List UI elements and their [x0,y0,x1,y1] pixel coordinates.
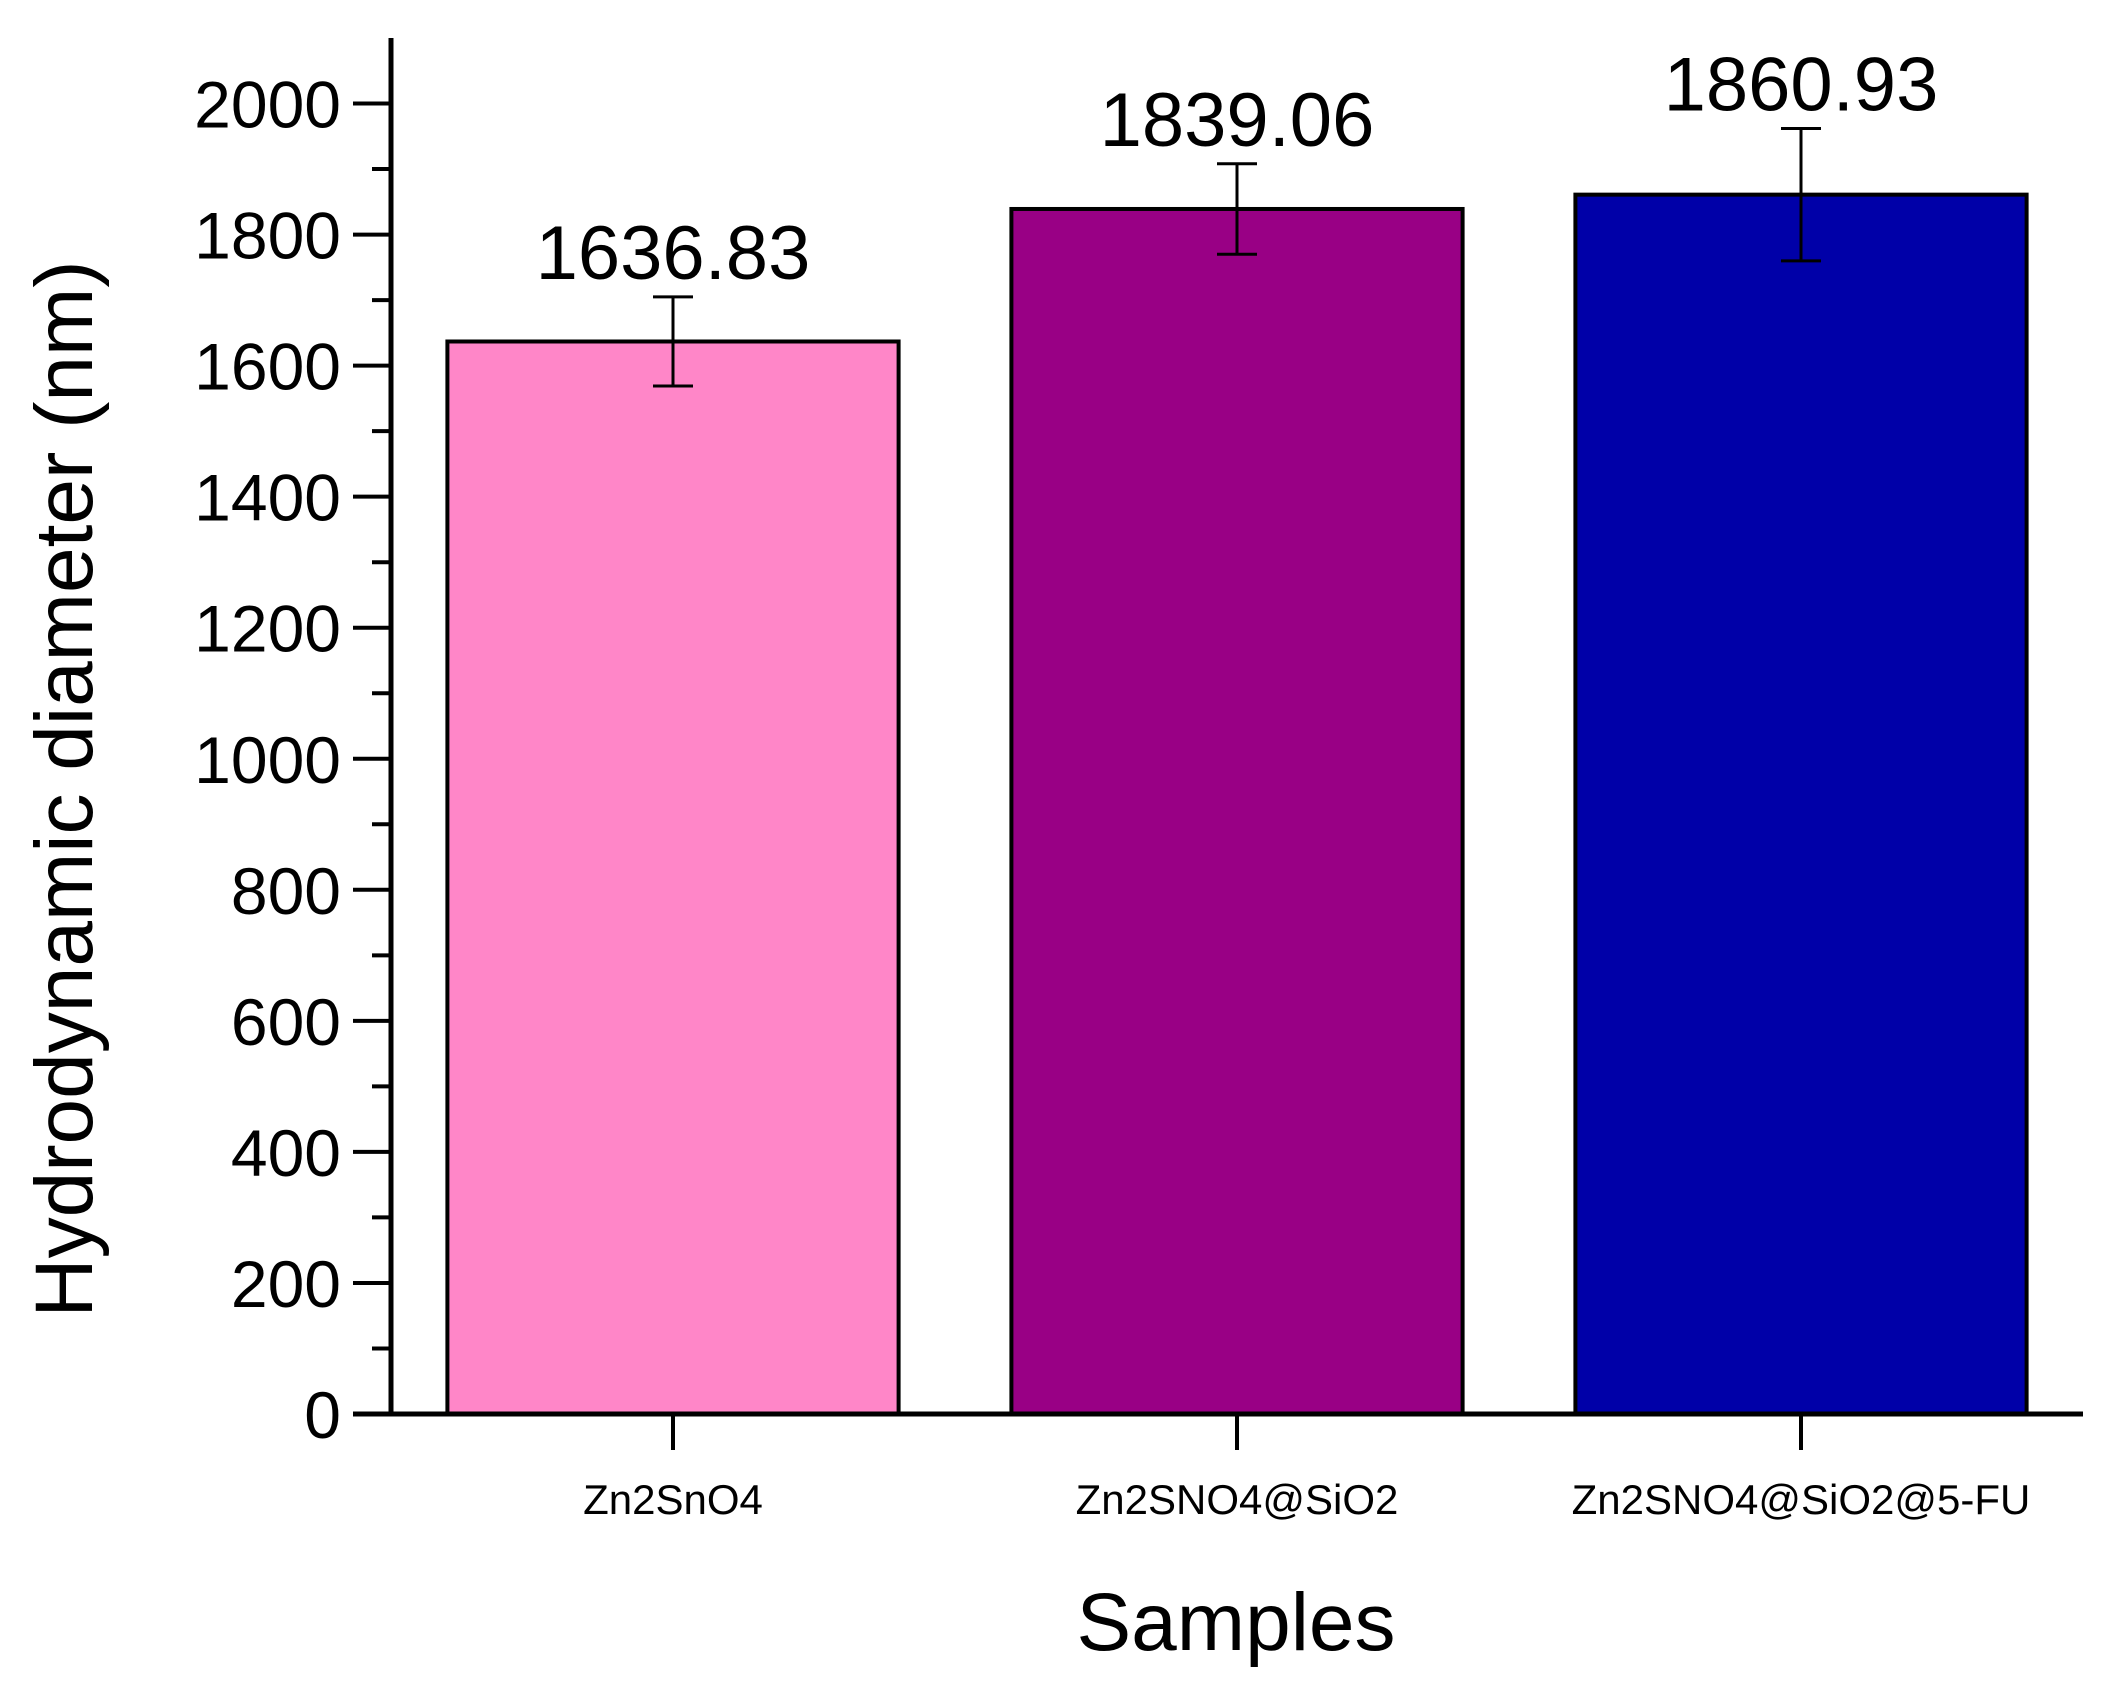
y-tick-label: 600 [231,985,341,1059]
x-axis-title: Samples [1076,1577,1395,1668]
x-tick-label: Zn2SnO4 [583,1476,763,1523]
y-tick-label: 1400 [194,461,341,535]
bar [1573,192,2029,1416]
bar [1009,206,1465,1417]
y-tick-label: 1200 [194,592,341,666]
y-tick-label: 800 [231,854,341,928]
value-label: 1860.93 [1664,42,1939,127]
y-tick-label: 400 [231,1116,341,1190]
y-tick-label: 1600 [194,330,341,404]
x-tick-label: Zn2SNO4@SiO2@5-FU [1572,1476,2031,1523]
x-tick-label: Zn2SNO4@SiO2 [1076,1476,1399,1523]
y-axis-title: Hydrodynamic diameter (nm) [19,260,110,1317]
value-label: 1839.06 [1100,78,1375,163]
y-tick-label: 1000 [194,723,341,797]
bar [445,339,901,1417]
y-tick-label: 2000 [194,68,341,142]
y-tick-label: 200 [231,1247,341,1321]
y-tick-label: 0 [304,1378,341,1452]
value-label: 1636.83 [536,211,811,296]
y-tick-label: 1800 [194,199,341,273]
